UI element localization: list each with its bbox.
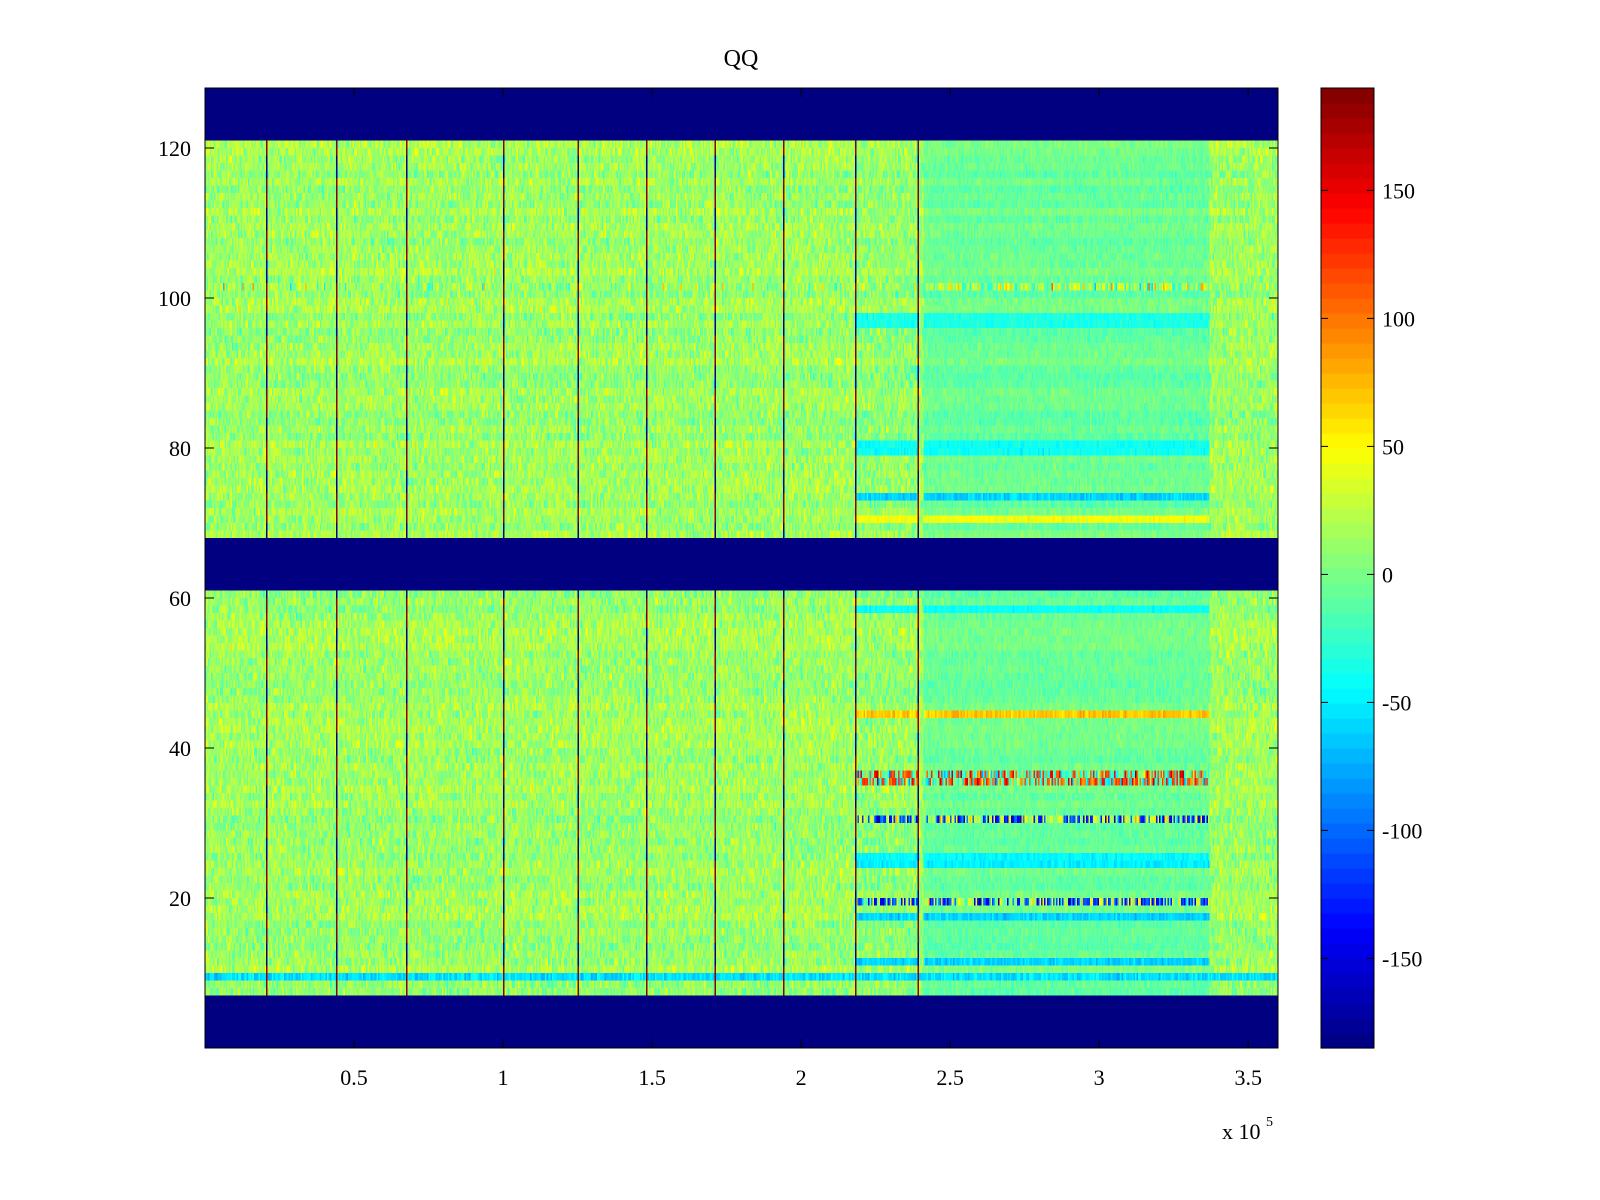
colorbar-swatch <box>1321 733 1374 749</box>
heatmap-plot-area <box>205 88 1278 1048</box>
colorbar-swatch <box>1321 163 1374 179</box>
colorbar-swatch <box>1321 328 1374 344</box>
colorbar-swatch <box>1321 763 1374 779</box>
colorbar-swatch <box>1321 133 1374 149</box>
colorbar-swatch <box>1321 388 1374 404</box>
colorbar-swatch <box>1321 538 1374 554</box>
colorbar-swatch <box>1321 418 1374 434</box>
colorbar-swatch <box>1321 463 1374 479</box>
colorbar-swatch <box>1321 898 1374 914</box>
colorbar-swatch <box>1321 298 1374 314</box>
colorbar-swatch <box>1321 103 1374 119</box>
colorbar-swatch <box>1321 238 1374 254</box>
colorbar-box <box>1320 87 1375 1049</box>
colorbar-swatch <box>1321 583 1374 599</box>
colorbar-swatch <box>1321 1003 1374 1019</box>
colorbar-swatch <box>1321 838 1374 854</box>
chart-title: QQ <box>724 46 759 72</box>
heatmap-image <box>205 88 1278 1048</box>
colorbar-tick-label: -100 <box>1382 818 1422 843</box>
colorbar-swatch <box>1321 643 1374 659</box>
colorbar-swatch <box>1321 148 1374 164</box>
colorbar-swatch <box>1321 118 1374 134</box>
colorbar-swatch <box>1321 493 1374 509</box>
colorbar-axis: 150 100 50 0 -50 -100 -150 <box>1321 178 1422 971</box>
x-tick-label: 2 <box>796 1065 807 1090</box>
x-tick-label: 0.5 <box>340 1065 368 1090</box>
colorbar-swatch <box>1321 478 1374 494</box>
colorbar-swatch <box>1321 178 1374 194</box>
axes-box <box>204 87 1279 1049</box>
colorbar-swatch <box>1321 1018 1374 1034</box>
y-axis: 20 40 60 80 100 120 <box>158 136 1278 911</box>
colorbar-swatch <box>1321 568 1374 584</box>
x-exponent-label: x 10 5 <box>1222 1115 1273 1144</box>
colorbar-tick-label: 150 <box>1382 178 1415 203</box>
colorbar-swatch <box>1321 553 1374 569</box>
colorbar-swatch <box>1321 88 1374 104</box>
colorbar-swatch <box>1321 988 1374 1004</box>
y-tick-label: 120 <box>158 136 191 161</box>
colorbar-tick-label: 50 <box>1382 434 1404 459</box>
colorbar-swatch <box>1321 313 1374 329</box>
colorbar-swatch <box>1321 373 1374 389</box>
colorbar-swatch <box>1321 448 1374 464</box>
colorbar-swatch <box>1321 208 1374 224</box>
colorbar-tick-label: 0 <box>1382 562 1393 587</box>
colorbar-swatch <box>1321 688 1374 704</box>
colorbar-swatch <box>1321 913 1374 929</box>
x-tick-label: 1 <box>498 1065 509 1090</box>
colorbar-swatch <box>1321 283 1374 299</box>
colorbar-swatch <box>1321 253 1374 269</box>
colorbar-swatch <box>1321 268 1374 284</box>
x-tick-label: 2.5 <box>936 1065 964 1090</box>
y-tick-label: 40 <box>169 736 191 761</box>
colorbar-swatch <box>1321 628 1374 644</box>
colorbar-swatch <box>1321 403 1374 419</box>
colorbar-swatch <box>1321 943 1374 959</box>
colorbar-swatch <box>1321 523 1374 539</box>
y-tick-label: 20 <box>169 886 191 911</box>
colorbar-swatch <box>1321 508 1374 524</box>
colorbar-swatch <box>1321 703 1374 719</box>
colorbar-swatch <box>1321 658 1374 674</box>
x-tick-label: 3.5 <box>1234 1065 1262 1090</box>
colorbar-swatch <box>1321 343 1374 359</box>
colorbar-swatch <box>1321 958 1374 974</box>
colorbar-swatch <box>1321 613 1374 629</box>
colorbar-swatch <box>1321 868 1374 884</box>
x-tick-label: 3 <box>1094 1065 1105 1090</box>
colorbar-swatch <box>1321 778 1374 794</box>
colorbar-swatch <box>1321 883 1374 899</box>
colorbar-swatch <box>1321 928 1374 944</box>
x-tick-label: 1.5 <box>638 1065 666 1090</box>
colorbar-swatch <box>1321 1033 1374 1049</box>
colorbar-swatch <box>1321 433 1374 449</box>
y-tick-label: 60 <box>169 586 191 611</box>
colorbar-swatch <box>1321 598 1374 614</box>
colorbar-swatch <box>1321 973 1374 989</box>
colorbar: 150 100 50 0 -50 -100 -150 <box>1320 87 1422 1049</box>
colorbar-gradient <box>1321 88 1374 1049</box>
colorbar-tick-label: -50 <box>1382 690 1411 715</box>
colorbar-swatch <box>1321 808 1374 824</box>
x-axis: 0.5 1 1.5 2 2.5 3 3.5 <box>340 88 1262 1090</box>
colorbar-swatch <box>1321 223 1374 239</box>
colorbar-swatch <box>1321 823 1374 839</box>
colorbar-swatch <box>1321 193 1374 209</box>
colorbar-swatch <box>1321 793 1374 809</box>
colorbar-tick-label: 100 <box>1382 306 1415 331</box>
y-tick-label: 100 <box>158 286 191 311</box>
y-tick-label: 80 <box>169 436 191 461</box>
colorbar-swatch <box>1321 853 1374 869</box>
colorbar-tick-label: -150 <box>1382 946 1422 971</box>
colorbar-swatch <box>1321 718 1374 734</box>
colorbar-swatch <box>1321 358 1374 374</box>
colorbar-swatch <box>1321 673 1374 689</box>
colorbar-swatch <box>1321 748 1374 764</box>
